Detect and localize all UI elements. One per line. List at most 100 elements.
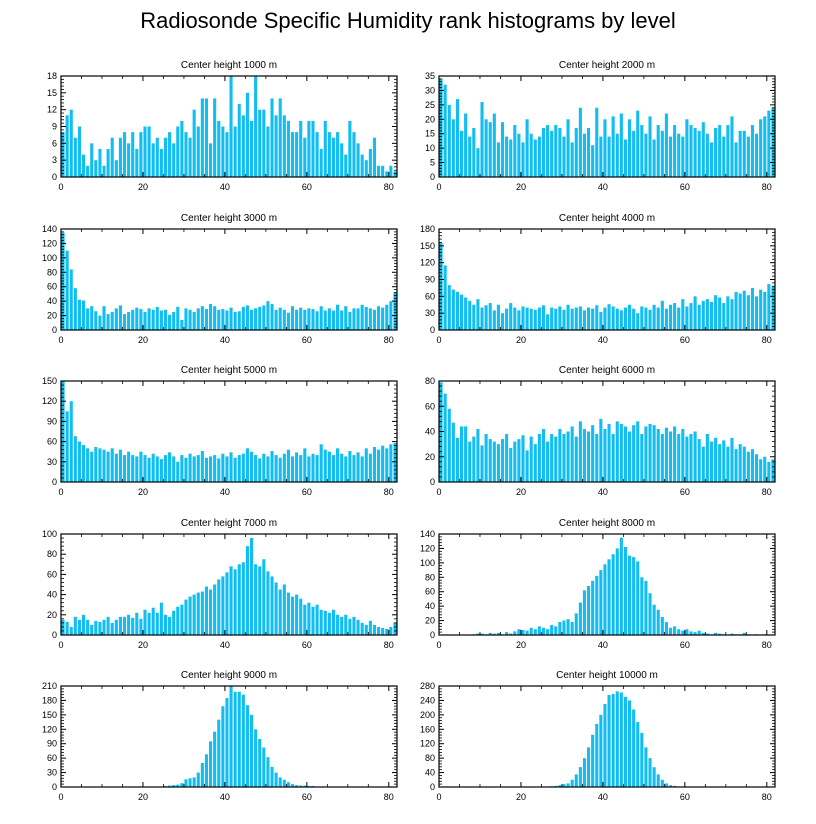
histogram-bar bbox=[685, 306, 689, 330]
histogram-bar bbox=[455, 437, 459, 482]
histogram-bar bbox=[155, 137, 159, 177]
histogram-bar bbox=[673, 626, 677, 635]
histogram-bar bbox=[677, 434, 681, 482]
histogram-bar bbox=[705, 434, 709, 482]
histogram-bar bbox=[258, 738, 262, 787]
x-tick-label: 80 bbox=[762, 182, 772, 192]
histogram-bar bbox=[249, 538, 254, 635]
histogram-bar bbox=[307, 308, 311, 330]
histogram-bar bbox=[254, 76, 258, 177]
y-tick-label: 20 bbox=[425, 616, 435, 626]
histogram-bar bbox=[77, 441, 81, 482]
histogram-bar bbox=[336, 132, 340, 177]
histogram-bar bbox=[566, 304, 570, 330]
histogram-bar bbox=[307, 456, 311, 482]
histogram-bar bbox=[480, 101, 484, 177]
histogram-bar bbox=[738, 293, 742, 330]
y-tick-label: 80 bbox=[425, 753, 435, 763]
histogram-bar bbox=[233, 691, 237, 787]
histogram-bar bbox=[677, 307, 681, 330]
y-tick-label: 120 bbox=[420, 543, 435, 553]
histogram-bar bbox=[237, 104, 241, 177]
histogram-bar bbox=[225, 132, 229, 177]
histogram-bar bbox=[480, 633, 484, 635]
histogram-bar bbox=[570, 308, 574, 330]
histogram-bar bbox=[746, 295, 750, 330]
histogram-bar bbox=[151, 143, 155, 177]
histogram-bar bbox=[447, 104, 451, 177]
histogram-bar bbox=[525, 119, 529, 177]
y-tick-label: 60 bbox=[425, 401, 435, 411]
histogram-bar bbox=[135, 612, 139, 635]
histogram-bar bbox=[640, 306, 644, 330]
x-tick-label: 80 bbox=[384, 335, 394, 345]
histogram-bar bbox=[225, 572, 229, 635]
histogram-bar bbox=[368, 620, 372, 635]
histogram-bar bbox=[61, 132, 65, 177]
histogram-bar bbox=[364, 306, 368, 330]
histogram-bar bbox=[118, 616, 122, 635]
histogram-bar bbox=[443, 393, 447, 483]
histogram-bar bbox=[168, 452, 172, 482]
histogram-bar bbox=[73, 616, 77, 635]
histogram-bar bbox=[229, 686, 233, 787]
histogram-bar bbox=[488, 439, 492, 482]
histogram-bar bbox=[591, 308, 595, 330]
histogram-bar bbox=[668, 627, 673, 635]
histogram-bar bbox=[290, 132, 295, 177]
histogram-bar bbox=[558, 428, 562, 482]
histogram-bar bbox=[196, 455, 200, 482]
histogram-bar bbox=[266, 571, 270, 635]
histogram-bar bbox=[69, 626, 73, 635]
histogram-bar bbox=[546, 441, 550, 482]
histogram-bar bbox=[323, 449, 327, 482]
histogram-bar bbox=[81, 300, 86, 330]
histogram-bar bbox=[492, 633, 496, 635]
histogram-bar bbox=[742, 446, 746, 482]
histogram-bar bbox=[245, 546, 249, 635]
histogram-bar bbox=[147, 457, 151, 482]
histogram-bar bbox=[262, 453, 266, 482]
histogram-bar bbox=[619, 692, 623, 787]
histogram-bar bbox=[385, 448, 389, 482]
histogram-bar bbox=[192, 456, 196, 482]
histogram-bar bbox=[102, 449, 106, 482]
histogram-bar bbox=[582, 310, 587, 330]
histogram-bar bbox=[368, 453, 372, 482]
histogram-bar bbox=[274, 455, 278, 482]
histogram-bar bbox=[603, 428, 607, 482]
histogram-bar bbox=[139, 309, 143, 330]
histogram-bar bbox=[336, 614, 340, 635]
y-tick-label: 60 bbox=[47, 569, 57, 579]
histogram-bar bbox=[627, 304, 632, 330]
histogram-bar bbox=[558, 622, 562, 635]
histogram-bar bbox=[615, 133, 619, 177]
histogram-bar bbox=[701, 632, 705, 635]
histogram-bar bbox=[734, 291, 738, 330]
y-tick-label: 120 bbox=[42, 396, 57, 406]
histogram-bar bbox=[176, 126, 180, 177]
histogram-bar bbox=[718, 633, 722, 635]
histogram-bar bbox=[237, 455, 241, 482]
histogram-bar bbox=[233, 126, 237, 177]
histogram-bar bbox=[118, 305, 122, 330]
x-tick-label: 20 bbox=[516, 487, 526, 497]
histogram-bar bbox=[623, 307, 627, 330]
x-tick-label: 20 bbox=[138, 487, 148, 497]
histogram-bar bbox=[566, 783, 570, 787]
histogram-bar bbox=[558, 785, 562, 787]
histogram-bar bbox=[767, 110, 771, 177]
histogram-bar bbox=[627, 700, 632, 787]
x-tick-label: 20 bbox=[138, 335, 148, 345]
histogram-bar bbox=[114, 308, 118, 330]
histogram-bar bbox=[69, 401, 73, 482]
histogram-bar bbox=[500, 439, 505, 482]
histogram-bar bbox=[278, 457, 282, 482]
histogram-bar bbox=[270, 576, 274, 635]
histogram-bar bbox=[204, 586, 209, 635]
histogram-bar bbox=[348, 120, 352, 177]
histogram-bar bbox=[578, 767, 582, 787]
histogram-bar bbox=[172, 610, 176, 635]
histogram-bar bbox=[200, 762, 204, 787]
histogram-bar bbox=[139, 451, 143, 482]
